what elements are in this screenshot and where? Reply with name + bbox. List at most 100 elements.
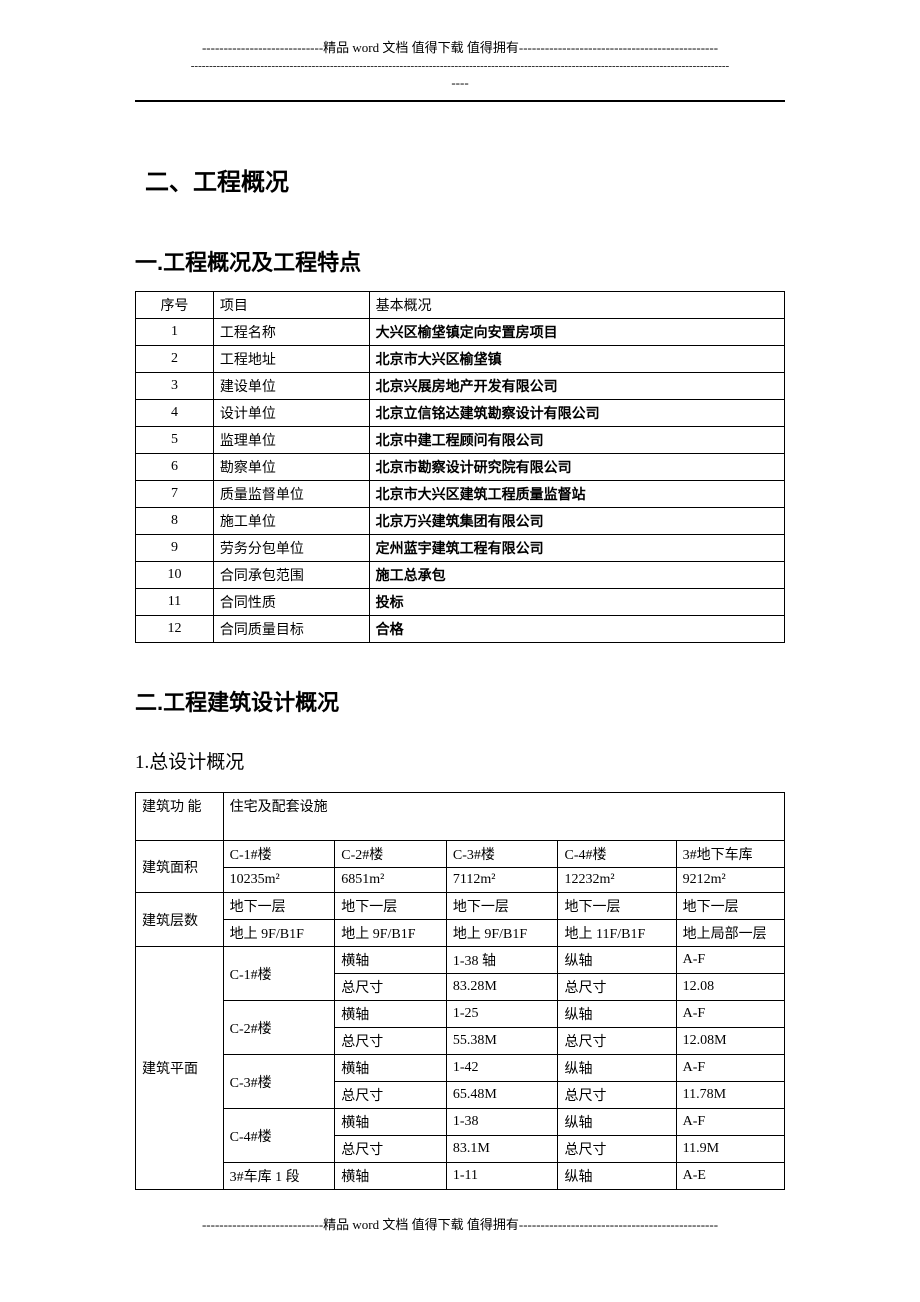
- cell: C-2#楼: [335, 841, 447, 868]
- cell: 地上 9F/B1F: [446, 920, 558, 947]
- cell: 地上 9F/B1F: [335, 920, 447, 947]
- cell: 地下一层: [558, 893, 676, 920]
- table-row: 4设计单位北京立信铭达建筑勘察设计有限公司: [136, 400, 785, 427]
- cell: 1-11: [446, 1163, 558, 1190]
- cell: 横轴: [335, 1109, 447, 1136]
- cell-seq: 6: [136, 454, 214, 481]
- cell-desc: 大兴区榆垡镇定向安置房项目: [369, 319, 784, 346]
- table-row: 9劳务分包单位定州蓝宇建筑工程有限公司: [136, 535, 785, 562]
- decor-text: ----------------------------------------…: [519, 1217, 718, 1232]
- cell: C-2#楼: [223, 1001, 335, 1055]
- cell-item: 质量监督单位: [213, 481, 369, 508]
- cell-item: 施工单位: [213, 508, 369, 535]
- decor-text: ----------------------------: [202, 1217, 323, 1232]
- header-rule: [135, 100, 785, 102]
- cell: A-F: [676, 1001, 784, 1028]
- cell: 纵轴: [558, 1163, 676, 1190]
- cell: A-F: [676, 947, 784, 974]
- cell-seq: 3: [136, 373, 214, 400]
- cell-item: 勘察单位: [213, 454, 369, 481]
- cell: 12.08: [676, 974, 784, 1001]
- cell: 地下一层: [223, 893, 335, 920]
- cell: C-4#楼: [558, 841, 676, 868]
- header-decoration: ----------------------------精品 word 文档 值…: [135, 40, 785, 92]
- footer-decoration: ----------------------------精品 word 文档 值…: [135, 1214, 785, 1233]
- table-row: 8施工单位北京万兴建筑集团有限公司: [136, 508, 785, 535]
- decor-text: ----------------------------: [202, 40, 323, 55]
- table-row: 11合同性质投标: [136, 589, 785, 616]
- cell-desc: 北京市大兴区榆垡镇: [369, 346, 784, 373]
- cell-seq: 5: [136, 427, 214, 454]
- cell: A-F: [676, 1055, 784, 1082]
- decor-text: ----------------------------------------…: [191, 60, 729, 72]
- row-label: 建筑层数: [136, 893, 224, 947]
- cell: 地上 11F/B1F: [558, 920, 676, 947]
- cell: 83.1M: [446, 1136, 558, 1163]
- cell: C-4#楼: [223, 1109, 335, 1163]
- table-row: 地上 9F/B1F 地上 9F/B1F 地上 9F/B1F 地上 11F/B1F…: [136, 920, 785, 947]
- cell-desc: 合格: [369, 616, 784, 643]
- cell: C-3#楼: [223, 1055, 335, 1109]
- cell: 12232m²: [558, 868, 676, 893]
- cell-item: 合同承包范围: [213, 562, 369, 589]
- cell: 地上 9F/B1F: [223, 920, 335, 947]
- cell-desc: 北京兴展房地产开发有限公司: [369, 373, 784, 400]
- cell: 总尺寸: [335, 1082, 447, 1109]
- table-row: C-4#楼 横轴 1-38 纵轴 A-F: [136, 1109, 785, 1136]
- cell-desc: 北京立信铭达建筑勘察设计有限公司: [369, 400, 784, 427]
- cell: 9212m²: [676, 868, 784, 893]
- table-row: 建筑面积 C-1#楼 C-2#楼 C-3#楼 C-4#楼 3#地下车库: [136, 841, 785, 868]
- cell: C-3#楼: [446, 841, 558, 868]
- cell: 3#车库 1 段: [223, 1163, 335, 1190]
- cell-seq: 11: [136, 589, 214, 616]
- cell: 1-42: [446, 1055, 558, 1082]
- cell-seq: 1: [136, 319, 214, 346]
- table-row: 5监理单位北京中建工程顾问有限公司: [136, 427, 785, 454]
- cell: 7112m²: [446, 868, 558, 893]
- table-row: 6勘察单位北京市勘察设计研究院有限公司: [136, 454, 785, 481]
- design-overview-table: 建筑功 能 住宅及配套设施 建筑面积 C-1#楼 C-2#楼 C-3#楼 C-4…: [135, 792, 785, 1190]
- document-page: ----------------------------精品 word 文档 值…: [0, 0, 920, 1263]
- decor-text: ----: [451, 75, 468, 90]
- cell: 总尺寸: [335, 974, 447, 1001]
- cell: 11.9M: [676, 1136, 784, 1163]
- table-row: 12合同质量目标合格: [136, 616, 785, 643]
- cell: 总尺寸: [558, 1028, 676, 1055]
- row-label: 建筑平面: [136, 947, 224, 1190]
- cell-seq: 2: [136, 346, 214, 373]
- cell-seq: 7: [136, 481, 214, 508]
- table-row: 建筑功 能 住宅及配套设施: [136, 793, 785, 841]
- cell: 65.48M: [446, 1082, 558, 1109]
- cell: 55.38M: [446, 1028, 558, 1055]
- cell: 总尺寸: [558, 974, 676, 1001]
- row-label: 建筑面积: [136, 841, 224, 893]
- table-row: C-2#楼 横轴 1-25 纵轴 A-F: [136, 1001, 785, 1028]
- cell-item: 劳务分包单位: [213, 535, 369, 562]
- cell-item: 合同性质: [213, 589, 369, 616]
- cell-seq: 9: [136, 535, 214, 562]
- decor-text: 精品 word 文档 值得下载 值得拥有: [323, 1217, 519, 1232]
- cell: 横轴: [335, 947, 447, 974]
- cell: 1-25: [446, 1001, 558, 1028]
- col-item-header: 项目: [213, 292, 369, 319]
- table-row: 1工程名称大兴区榆垡镇定向安置房项目: [136, 319, 785, 346]
- cell-item: 合同质量目标: [213, 616, 369, 643]
- cell: C-1#楼: [223, 947, 335, 1001]
- cell: 横轴: [335, 1001, 447, 1028]
- cell-seq: 8: [136, 508, 214, 535]
- cell-seq: 4: [136, 400, 214, 427]
- cell-item: 工程名称: [213, 319, 369, 346]
- cell: 1-38 轴: [446, 947, 558, 974]
- cell-desc: 定州蓝宇建筑工程有限公司: [369, 535, 784, 562]
- cell: 1-38: [446, 1109, 558, 1136]
- table-row: 建筑层数 地下一层 地下一层 地下一层 地下一层 地下一层: [136, 893, 785, 920]
- section-title: 二、工程概况: [145, 162, 785, 197]
- cell-value: 住宅及配套设施: [223, 793, 784, 841]
- table-row: C-3#楼 横轴 1-42 纵轴 A-F: [136, 1055, 785, 1082]
- col-desc-header: 基本概况: [369, 292, 784, 319]
- cell-item: 设计单位: [213, 400, 369, 427]
- cell: 纵轴: [558, 947, 676, 974]
- table-row: 2工程地址北京市大兴区榆垡镇: [136, 346, 785, 373]
- cell: 总尺寸: [335, 1028, 447, 1055]
- cell: 3#地下车库: [676, 841, 784, 868]
